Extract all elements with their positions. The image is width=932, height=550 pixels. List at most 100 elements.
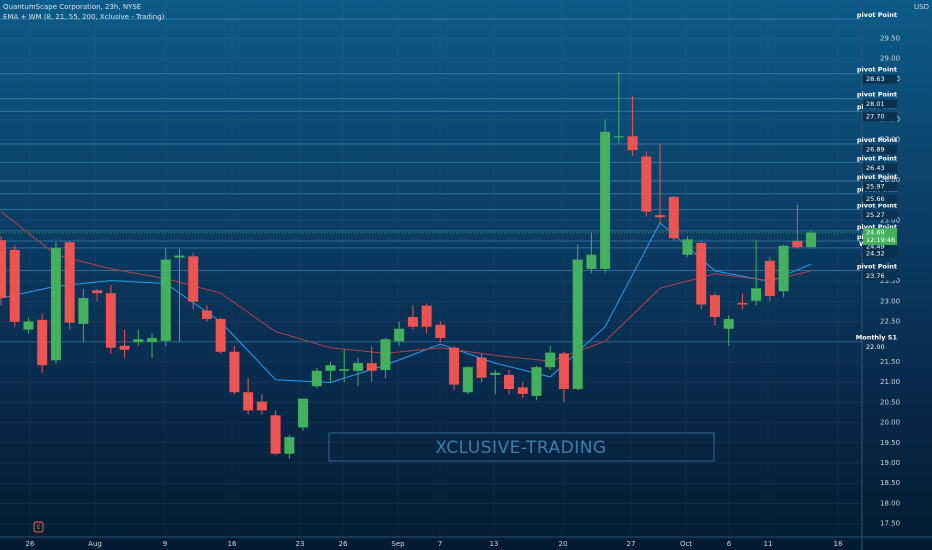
watermark: XCLUSIVE-TRADING xyxy=(435,438,606,458)
candle-body xyxy=(160,259,171,341)
price-tag-label: 24.32 xyxy=(866,249,885,257)
price-tag xyxy=(863,194,897,204)
candle-body xyxy=(682,239,693,255)
candle-body xyxy=(462,367,473,393)
candle-body xyxy=(366,363,377,371)
price-tag-label: 23.76 xyxy=(866,272,885,280)
candle-body xyxy=(201,310,212,320)
y-tick-label: 20.50 xyxy=(880,398,900,406)
price-tag xyxy=(863,74,897,84)
y-tick-label: 19.00 xyxy=(880,459,900,467)
y-tick-label: 29.50 xyxy=(880,34,900,42)
candle-body xyxy=(806,232,817,248)
y-tick-label: 29.00 xyxy=(880,55,900,63)
y-tick-label: 19.50 xyxy=(880,439,900,447)
candle-body xyxy=(476,357,487,378)
y-tick-label: 27.00 xyxy=(880,136,900,144)
candle-body xyxy=(174,255,185,258)
x-tick-label: 6 xyxy=(727,540,732,548)
candle-body xyxy=(668,196,679,239)
candle-body xyxy=(531,367,542,396)
x-tick-label: 11 xyxy=(764,540,773,548)
countdown: 12:19:46 xyxy=(866,236,895,244)
x-tick-label: 23 xyxy=(296,540,305,548)
candle-body xyxy=(50,247,61,361)
price-tag xyxy=(863,210,897,220)
candle-body xyxy=(641,156,652,212)
candle-body xyxy=(37,319,48,366)
price-tag xyxy=(863,182,897,192)
price-tag xyxy=(863,144,897,154)
price-tag-label: 25.66 xyxy=(866,195,885,203)
price-tag xyxy=(863,112,897,122)
candle-body xyxy=(229,351,240,393)
earnings-marker[interactable]: E xyxy=(37,524,41,531)
x-tick-label: 27 xyxy=(627,540,636,548)
candle-body xyxy=(270,415,281,454)
candle-body xyxy=(311,370,322,387)
candle-body xyxy=(284,437,295,454)
x-tick-label: Sep xyxy=(391,540,405,548)
earnings-icon[interactable] xyxy=(33,521,44,533)
y-tick-label: 22.50 xyxy=(880,317,900,325)
chart-subtitle: EMA + WM (8, 21, 55, 200, Xclusive - Tra… xyxy=(3,13,165,21)
price-tag-label: 25.27 xyxy=(866,211,885,219)
candle-body xyxy=(394,328,405,342)
candle-body xyxy=(545,352,556,368)
candle-body xyxy=(655,215,666,218)
candle-body xyxy=(339,369,350,371)
y-tick-label: 21.00 xyxy=(880,378,900,386)
level-label: Monthly S1 xyxy=(856,334,898,342)
x-tick-label: Aug xyxy=(88,540,102,548)
candle-body xyxy=(709,295,720,318)
candle-body xyxy=(243,392,254,411)
y-tick-label: 18.50 xyxy=(880,479,900,487)
level-label: pivot Point xyxy=(857,11,897,19)
candle-body xyxy=(517,387,528,394)
candle-body xyxy=(723,319,734,329)
price-tag xyxy=(863,163,897,173)
price-tag xyxy=(863,248,897,258)
candle-body xyxy=(352,363,363,371)
candle-body xyxy=(23,321,34,330)
x-tick-label: 9 xyxy=(163,540,167,548)
chart-title: QuantumScape Corporation, 23h, NYSE xyxy=(3,3,141,11)
moving-average xyxy=(0,211,812,362)
candle-body xyxy=(627,136,638,151)
x-tick-label: 18 xyxy=(834,540,843,548)
candle-body xyxy=(778,245,789,292)
y-tick-label: 20.00 xyxy=(880,419,900,427)
price-tag xyxy=(863,342,897,352)
current-price-label: 24.69 xyxy=(866,228,885,236)
level-label: pivot Point xyxy=(857,263,897,271)
candle-body xyxy=(64,242,75,323)
currency: USD xyxy=(914,3,929,11)
candle-body xyxy=(298,398,309,428)
level-label: pivot Point xyxy=(857,173,897,181)
price-tag-label: 26.89 xyxy=(866,145,885,153)
x-tick-label: 16 xyxy=(228,540,237,548)
level-label: pivot Point xyxy=(857,91,897,99)
candle-body xyxy=(613,136,624,138)
price-tag xyxy=(863,99,897,109)
candle-body xyxy=(586,254,597,269)
x-tick-label: 26 xyxy=(339,540,348,548)
y-tick-label: 18.00 xyxy=(880,499,900,507)
candle-body xyxy=(572,259,583,390)
candle-body xyxy=(256,401,267,411)
price-tag-label: 28.63 xyxy=(866,75,885,83)
y-tick-label: 17.50 xyxy=(880,520,900,528)
axes: 17.50 18.00 18.50 19.00 19.50 20.00 20.50 21.00… xyxy=(0,34,900,548)
level-label: pivot Point xyxy=(857,136,897,144)
price-tag xyxy=(863,242,897,252)
candle-body xyxy=(600,131,611,269)
candle-body xyxy=(147,338,158,343)
x-tick-label: 20 xyxy=(559,540,568,548)
candle-body xyxy=(504,374,515,390)
candle-body xyxy=(9,249,20,322)
candle-body xyxy=(119,345,130,350)
candle-body xyxy=(696,243,707,305)
price-tag-label: 26.43 xyxy=(866,164,885,172)
